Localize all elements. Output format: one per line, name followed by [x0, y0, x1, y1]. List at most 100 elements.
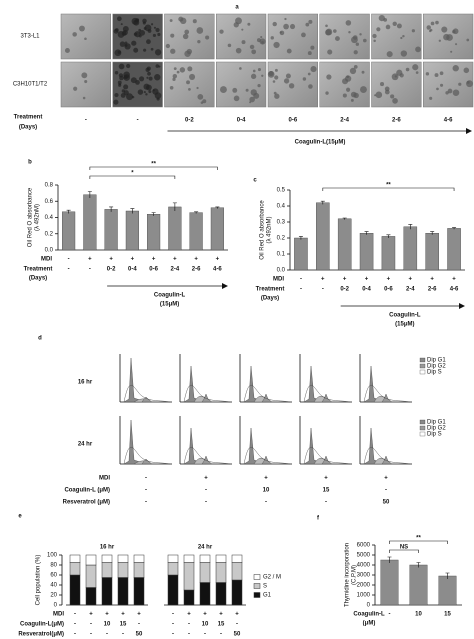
arrow-label: Coagulin-L	[389, 313, 421, 319]
legend-swatch	[419, 425, 426, 431]
cell-droplet	[310, 45, 315, 50]
histogram-g1	[183, 427, 201, 465]
bar-segment	[117, 562, 129, 578]
x-tick-label: 2-6	[428, 287, 437, 293]
x-tick-label: 15	[444, 612, 451, 618]
condition-value: -	[236, 622, 238, 628]
micrograph	[371, 13, 422, 60]
condition-value: -	[172, 622, 174, 628]
cell-droplet	[411, 29, 415, 33]
condition-value: -	[172, 612, 174, 618]
significance-bracket	[322, 187, 455, 191]
group-title: 16 hr	[100, 545, 115, 551]
condition-value: -	[204, 632, 206, 638]
cell-droplet	[452, 89, 460, 97]
error-bar	[130, 208, 135, 214]
condition-value: -	[138, 622, 140, 628]
cell-droplet	[150, 23, 154, 26]
bar-segment	[117, 554, 129, 563]
cell-droplet	[121, 89, 126, 93]
error-bar	[320, 200, 325, 205]
x-tick-label: 0-2	[107, 267, 116, 273]
bar-segment	[133, 577, 145, 606]
cell-droplet	[119, 41, 126, 47]
error-bar	[87, 191, 92, 198]
cell-droplet	[360, 86, 367, 93]
cell-droplet	[124, 43, 131, 50]
row-label: 3T3-L1	[20, 34, 40, 40]
condition-value: +	[219, 612, 223, 618]
cell-droplet	[79, 25, 85, 32]
cell-droplet	[135, 18, 140, 23]
condition-value: -	[300, 277, 302, 283]
column-label: 4-6	[444, 118, 453, 124]
cell-droplet	[350, 98, 354, 102]
cell-droplet	[114, 71, 119, 75]
condition-value: +	[194, 257, 198, 263]
condition-label: Resveratrol(μM)	[18, 632, 64, 638]
condition-value: 15	[218, 622, 225, 628]
legend-label: Dip G2	[427, 364, 446, 370]
cell-droplet	[260, 35, 263, 39]
cell-droplet	[233, 22, 239, 28]
y-tick-label: 3000	[357, 573, 371, 579]
y-tick-label: 80	[50, 563, 57, 569]
bar	[104, 209, 118, 251]
bar-segment	[167, 554, 179, 563]
cell-droplet	[261, 74, 264, 77]
legend-label: Dip G1	[427, 420, 446, 426]
legend-swatch	[253, 592, 261, 598]
cell-droplet	[429, 96, 433, 100]
histogram-g2	[381, 455, 393, 465]
cell-droplet	[184, 29, 190, 35]
y-tick-label: 4000	[357, 563, 371, 569]
cell-droplet	[241, 40, 246, 45]
cell-droplet	[176, 70, 180, 74]
error-bar	[194, 211, 199, 214]
cell-droplet	[155, 64, 160, 68]
cell-droplet	[274, 75, 279, 80]
condition-value: -	[265, 500, 267, 506]
condition-value: +	[321, 277, 325, 283]
x-tick-label: -	[300, 287, 302, 293]
cell-droplet	[196, 86, 199, 90]
condition-value: +	[109, 257, 113, 263]
column-label: 2-6	[392, 118, 401, 124]
cell-droplet	[361, 70, 365, 74]
cell-droplet	[452, 65, 459, 72]
error-bar	[445, 572, 450, 579]
cell-droplet	[425, 72, 430, 76]
cell-droplet	[184, 50, 191, 57]
panel-letter: b	[28, 160, 32, 166]
condition-value: +	[131, 257, 135, 263]
y-tick-label: 6000	[357, 543, 371, 549]
histogram-outline	[363, 447, 411, 465]
cell-droplet	[359, 33, 362, 36]
condition-value: -	[220, 632, 222, 638]
category-label: Treatment	[24, 267, 53, 273]
cell-droplet	[219, 29, 224, 34]
x-tick-label: 2-4	[171, 267, 180, 273]
cell-droplet	[178, 16, 184, 22]
cell-droplet	[452, 28, 459, 35]
cell-droplet	[120, 23, 123, 26]
cell-droplet	[145, 93, 148, 96]
cell-droplet	[241, 28, 244, 31]
x-tick-label: 0-6	[384, 287, 393, 293]
cell-droplet	[249, 96, 255, 103]
cell-droplet	[202, 99, 207, 104]
bar-segment	[215, 582, 227, 606]
condition-value: +	[264, 476, 268, 482]
legend-label: Dip S	[427, 432, 442, 438]
cell-droplet	[156, 97, 160, 101]
condition-value: +	[384, 476, 388, 482]
cell-droplet	[435, 20, 439, 25]
condition-label: MDI	[41, 257, 52, 263]
cell-droplet	[261, 40, 264, 44]
y-tick-label: 0.0	[277, 268, 286, 274]
cell-droplet	[450, 50, 453, 53]
x-tick-label: 0-6	[149, 267, 158, 273]
bar-segment	[85, 554, 97, 566]
condition-value: +	[187, 612, 191, 618]
cell-droplet	[272, 21, 277, 27]
